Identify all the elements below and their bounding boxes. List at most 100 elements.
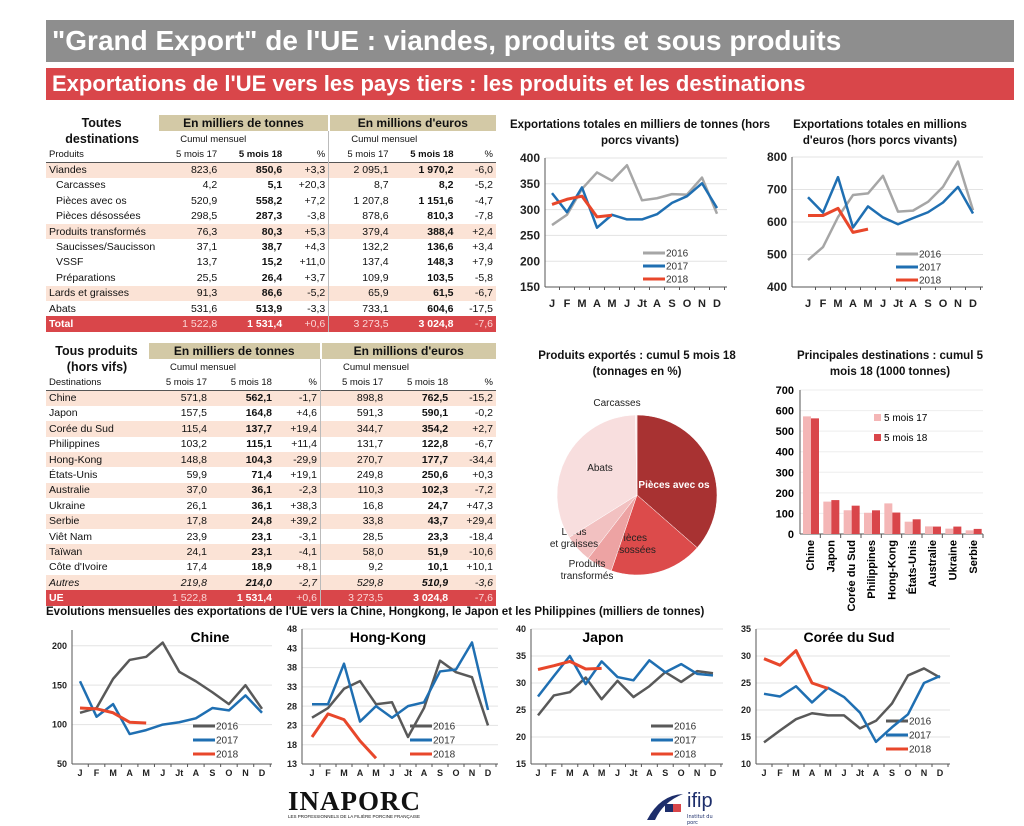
table-row: Chine 571,8 562,1 -1,7 898,8 762,5 -15,2 (46, 390, 496, 406)
euros-pct: -17,5 (469, 302, 493, 315)
euros-5m18: 1 151,6 (418, 194, 454, 207)
x-tick-label: J (761, 768, 766, 778)
y-tick-label: 35 (741, 624, 751, 634)
col-header-pct: % (484, 148, 493, 160)
series-line-2016 (537, 669, 714, 717)
euros-5m18: 102,3 (386, 482, 452, 499)
x-tick-label: O (683, 298, 692, 310)
table-row: Australie 37,0 36,1 -2,3 110,3 102,3 -7,2 (46, 482, 496, 499)
x-tick-label: M (792, 768, 800, 778)
bar-5-mois-17-Hong-Kong (884, 503, 893, 534)
x-tick-label: Jt (637, 298, 647, 310)
row-label: Japon (49, 407, 78, 420)
chart-title-euros: Exportations totales en millions d'euros… (793, 119, 967, 147)
euros-pct: -5,2 (474, 179, 493, 192)
tonnes-5m17: 1 522,8 (158, 316, 221, 332)
euros-5m18: 177,7 (386, 451, 452, 468)
chart-title: Hong-Kong (350, 629, 426, 645)
legend-label: 2017 (216, 736, 239, 747)
chart-title: Chine (191, 629, 230, 645)
bar-5-mois-18-Corée du Sud (851, 505, 860, 534)
euros-5m18: 604,6 (427, 302, 454, 315)
x-tick-label: J (309, 768, 314, 778)
x-tick-label: F (564, 298, 571, 310)
y-tick-label: 25 (516, 705, 526, 715)
euros-5m18: 8,2 (438, 179, 454, 192)
euros-5m18: 148,3 (427, 256, 454, 269)
legend-label: 2018 (674, 750, 697, 761)
euros-5m17: 344,7 (320, 421, 387, 437)
products-table: Toutes En milliers de tonnes En millions d… (46, 115, 496, 332)
y-tick-label: 0 (788, 529, 794, 541)
euros-5m18: 51,9 (386, 544, 452, 560)
euros-pct: -6,7 (456, 285, 496, 301)
x-tick-label: Jt (893, 298, 903, 310)
x-tick-label: M (109, 768, 117, 778)
tonnes-5m17: 37,1 (196, 241, 218, 254)
euros-pct: -10,6 (451, 544, 496, 560)
legend-label: 2017 (666, 262, 689, 273)
bar-5-mois-18-Ukraine (953, 526, 962, 534)
x-tick-label: J (535, 768, 540, 778)
y-tick-label: 250 (520, 229, 540, 243)
page-title: "Grand Export" de l'UE : viandes, produi… (46, 20, 1014, 62)
euros-pct: -15,2 (451, 390, 496, 406)
pie-label-line: Produits (569, 559, 606, 570)
tonnes-5m17: 520,9 (190, 194, 218, 207)
col-header-5m17: 5 mois 17 (320, 375, 387, 391)
x-tick-label: F (820, 298, 827, 310)
euros-pct: +2,7 (451, 421, 496, 437)
table-row: Philippines 103,2 115,1 +11,4 131,7 122,8 -6,7 (46, 436, 496, 452)
series-line-2017 (312, 641, 490, 723)
row-label: Côte d'Ivoire (49, 561, 108, 574)
euros-5m18: 103,5 (427, 271, 454, 284)
tonnes-5m17: 157,5 (180, 407, 207, 420)
table-row: Total 1 522,8 1 531,4 +0,6 3 273,5 3 024,8 -7,… (46, 316, 496, 332)
x-tick-label: Jt (856, 768, 864, 778)
euros-pct: +3,4 (472, 241, 493, 254)
tonnes-5m17: 823,6 (158, 162, 221, 178)
legend-label: 2017 (919, 263, 942, 274)
euros-pct: -34,4 (451, 451, 496, 468)
euros-pct: -6,0 (456, 162, 496, 178)
row-label: Hong-Kong (46, 451, 148, 468)
series-line-2018 (551, 194, 613, 219)
legend-label: 2016 (909, 717, 932, 728)
bar-5-mois-17-Australie (925, 526, 933, 534)
tonnes-5m17: 17,4 (186, 561, 207, 574)
cumul-label: Cumul mensuel (170, 361, 236, 373)
table-heading-1: Tous produits (55, 344, 138, 358)
x-tick-label: Hong-Kong (887, 540, 899, 600)
tonnes-5m18: 18,9 (251, 561, 272, 574)
x-tick-label: A (873, 768, 880, 778)
row-label: Produits transformés (46, 223, 159, 240)
tonnes-5m17: 115,4 (148, 421, 210, 437)
tonnes-5m18: 86,6 (220, 285, 286, 301)
series-line-2017 (807, 175, 975, 229)
legend-label: 2018 (666, 275, 689, 286)
destinations-table: Tous produits En milliers de tonnes En mil… (46, 343, 496, 606)
y-tick-label: 20 (516, 732, 526, 742)
x-tick-label: S (924, 298, 931, 310)
tonnes-pct: -4,1 (274, 544, 321, 560)
table-row: Corée du Sud 115,4 137,7 +19,4 344,7 354,2 +2,… (46, 421, 496, 437)
x-tick-label: J (805, 298, 811, 310)
euros-5m18: 10,1 (427, 561, 449, 574)
euros-5m18: 3 024,8 (391, 316, 457, 332)
y-tick-label: 150 (520, 280, 540, 294)
pie-label: Pièces avec os (638, 480, 710, 491)
table-row: Préparations 25,5 26,4 +3,7 109,9 103,5 -5,8 (46, 270, 496, 286)
table-row: VSSF 13,7 15,2 +11,0 137,4 148,3 +7,9 (46, 254, 496, 271)
y-tick-label: 200 (520, 254, 540, 268)
x-tick-label: A (849, 298, 857, 310)
x-tick-label: S (209, 768, 215, 778)
x-tick-label: A (193, 768, 200, 778)
tonnes-5m17: 91,3 (158, 285, 221, 301)
y-tick-label: 33 (287, 682, 297, 692)
table-row: Japon 157,5 164,8 +4,6 591,3 590,1 -0,2 (46, 405, 496, 422)
tonnes-pct: -1,7 (274, 390, 321, 406)
euros-5m17: 249,8 (320, 467, 387, 483)
col-header-5m17: 5 mois 17 (328, 147, 392, 163)
legend-label: 2017 (909, 731, 932, 742)
tonnes-5m17: 4,2 (202, 179, 218, 192)
